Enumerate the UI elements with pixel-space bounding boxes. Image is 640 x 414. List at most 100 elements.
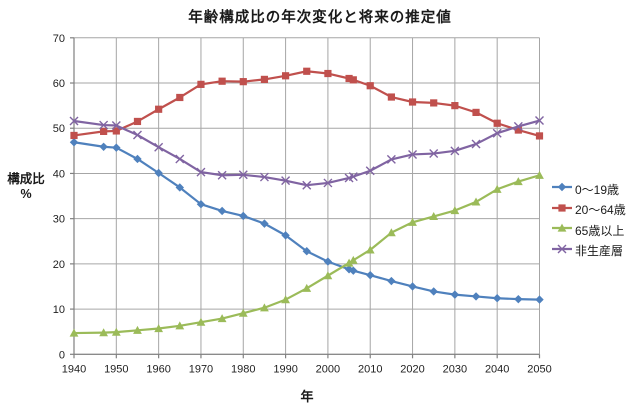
triangle-marker-icon [344,258,354,267]
x-tick-label: 2030 [443,363,467,375]
square-marker-icon [239,78,247,86]
series-markers-0 [69,138,544,304]
x-marker-icon [238,170,248,180]
y-tick-label: 70 [53,33,65,45]
square-marker-icon [535,132,544,140]
x-marker-icon [99,120,109,130]
triangle-marker-icon [535,170,544,179]
x-marker-icon [259,172,269,182]
triangle-marker-icon [196,317,206,326]
triangle-marker-icon [450,206,460,215]
square-marker-icon [176,93,184,102]
triangle-marker-icon [281,295,290,304]
y-tick-label: 50 [53,123,65,135]
square-marker-icon [430,99,438,107]
triangle-marker-icon [513,177,523,186]
diamond-marker-icon [514,294,523,304]
x-tick-label: 1980 [231,363,255,375]
square-marker-icon [493,119,501,127]
diamond-marker-icon [175,183,184,192]
square-marker-icon [324,69,332,78]
x-tick-label: 1970 [189,363,213,375]
legend-label-65-plus: 65歳以上 [575,223,625,238]
diamond-marker-icon [323,257,333,266]
triangle-marker-icon [365,245,375,254]
square-marker-icon [155,105,163,113]
y-tick-label: 20 [53,259,65,271]
x-marker-icon [302,180,312,190]
x-marker-icon [217,170,227,180]
square-marker-icon [260,75,269,83]
x-tick-label: 2000 [316,363,340,375]
x-tick-label: 1950 [104,363,128,375]
diamond-marker-icon [302,247,311,256]
x-marker-icon [450,146,460,156]
x-marker-icon [175,154,185,164]
diamond-marker-icon [239,211,248,221]
series-markers-3 [69,116,544,190]
square-marker-icon [558,204,566,212]
square-marker-icon [133,117,142,126]
legend-item-nonproductive: 非生産層 [551,241,626,262]
triangle-marker-icon [323,271,333,280]
legend-label-20-64: 20〜64歳 [575,203,626,218]
diamond-marker-icon [492,294,502,303]
y-axis-title-line1: 構成比 [7,172,45,186]
x-tick-label: 1940 [62,363,86,375]
triangle-marker-icon [348,255,358,264]
triangle-marker-icon [260,303,269,312]
square-marker-icon [100,127,108,135]
triangle-marker-icon [492,184,502,193]
square-marker-icon [70,131,78,140]
x-marker-icon [348,172,358,182]
triangle-marker-icon [557,223,567,232]
triangle-marker-icon [302,283,312,292]
diamond-marker-icon [217,206,227,216]
diamond-marker-icon [154,168,163,178]
y-axis-title: 構成比 % [0,172,52,202]
x-tick-label: 1990 [273,363,297,375]
series-markers-2 [69,170,544,337]
series-markers-1 [70,67,544,140]
x-marker-icon [492,128,502,138]
legend-item-20-64: 20〜64歳 [551,200,626,221]
series-line-3 [73,119,540,187]
triangle-marker-icon [175,321,185,330]
square-marker-icon [551,201,573,219]
triangle-marker-icon [551,221,573,239]
x-marker-icon [132,130,142,140]
x-marker-icon [111,121,121,131]
square-marker-icon [112,127,120,135]
diamond-marker-icon [349,266,358,275]
triangle-marker-icon [386,228,396,237]
diamond-marker-icon [112,143,121,152]
y-tick-label: 10 [53,304,65,316]
diamond-marker-icon [366,270,375,280]
chart-title: 年齢構成比の年次変化と将来の推定値 [188,10,452,26]
y-tick-label: 40 [53,168,65,180]
square-marker-icon [387,93,395,101]
diamond-marker-icon [69,138,79,147]
x-marker-icon [429,149,439,159]
series-line-0 [73,141,540,301]
diamond-marker-icon [133,154,142,164]
x-tick-label: 2020 [400,363,424,375]
diamond-marker-icon [281,231,290,240]
diamond-marker-icon [535,295,544,304]
y-axis-title-line2: % [20,187,32,201]
triangle-marker-icon [408,217,417,226]
triangle-marker-icon [69,328,79,337]
x-marker-icon [154,142,164,152]
x-marker-icon [551,242,573,260]
triangle-marker-icon [111,327,121,336]
legend-label-0-19: 0〜19歳 [575,182,620,197]
legend-label-nonproductive: 非生産層 [575,244,624,259]
legend-item-0-19: 0〜19歳 [551,179,626,200]
diamond-marker-icon [429,287,438,296]
square-marker-icon [408,98,417,106]
square-marker-icon [451,102,459,110]
triangle-marker-icon [99,328,109,337]
diamond-marker-icon [99,142,108,151]
